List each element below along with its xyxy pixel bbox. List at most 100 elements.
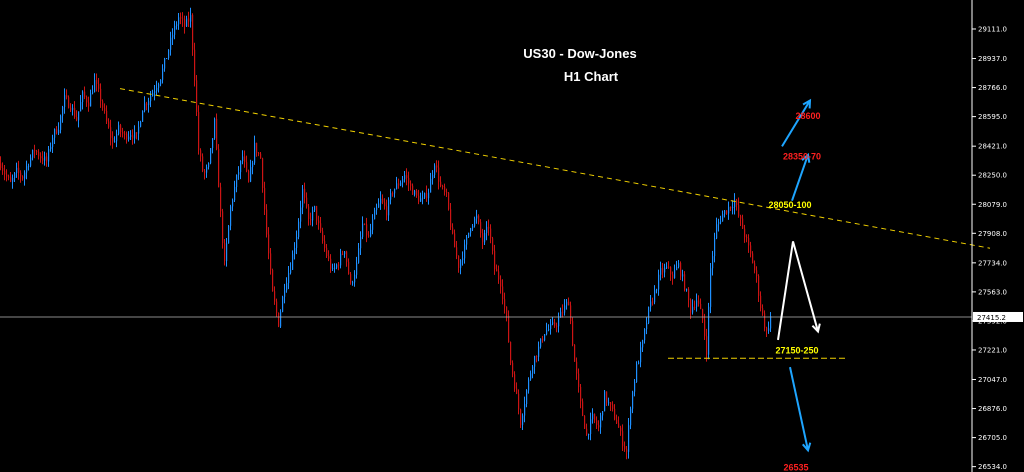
candle-body xyxy=(634,381,636,392)
upside-arrow-2 xyxy=(781,99,811,147)
candle-body xyxy=(510,342,512,363)
candle-body xyxy=(210,148,212,164)
candle-body xyxy=(2,167,4,171)
candle-body xyxy=(384,202,386,207)
candle-body xyxy=(640,347,642,363)
candle-body xyxy=(724,210,726,215)
candle-body xyxy=(506,306,508,316)
candle-body xyxy=(410,183,412,186)
candle-body xyxy=(540,338,542,347)
upside-arrow-head-2 xyxy=(802,98,812,109)
candle-body xyxy=(592,413,594,420)
candle-body xyxy=(164,58,166,69)
candle-body xyxy=(450,209,452,228)
candle-body xyxy=(20,172,22,177)
candle-body xyxy=(130,135,132,137)
candle-body xyxy=(306,197,308,207)
candle-body xyxy=(322,231,324,241)
candle-body xyxy=(674,270,676,279)
candle-body xyxy=(98,83,100,89)
candle-body xyxy=(26,166,28,173)
y-tick-label: 27221.0 xyxy=(978,346,1007,354)
candle-body xyxy=(730,206,732,208)
candle-body xyxy=(232,200,234,207)
candle-body xyxy=(182,18,184,20)
candle-body xyxy=(746,237,748,239)
candle-body xyxy=(50,146,52,150)
candle-body xyxy=(66,95,68,98)
candle-body xyxy=(10,177,12,182)
candle-body xyxy=(366,224,368,236)
candle-body xyxy=(748,238,750,246)
candle-body xyxy=(484,233,486,243)
candle-body xyxy=(504,299,506,307)
candle-body xyxy=(204,170,206,173)
candle-body xyxy=(242,156,244,162)
candle-body xyxy=(214,118,216,139)
candle-body xyxy=(124,133,126,135)
level-label-28350-70: 28350-70 xyxy=(783,152,821,162)
candle-body xyxy=(700,304,702,310)
upside-arrow-head-1 xyxy=(801,152,811,163)
candle-body xyxy=(582,401,584,416)
candle-body xyxy=(110,127,112,138)
candle-body xyxy=(76,117,78,121)
candle-body xyxy=(428,192,430,199)
candle-body xyxy=(346,251,348,262)
candle-body xyxy=(266,209,268,235)
candle-body xyxy=(440,181,442,186)
candle-body xyxy=(532,366,534,374)
candle-body xyxy=(234,187,236,201)
candle-body xyxy=(32,149,34,158)
candle-body xyxy=(770,316,772,329)
candle-body xyxy=(320,223,322,232)
candle-body xyxy=(644,329,646,341)
candle-body xyxy=(42,158,44,161)
candle-body xyxy=(236,174,238,188)
candle-body xyxy=(324,240,326,248)
candle-body xyxy=(466,237,468,245)
candle-body xyxy=(560,311,562,318)
candle-body xyxy=(356,262,358,275)
candle-body xyxy=(176,24,178,26)
candle-body xyxy=(576,361,578,374)
candle-body xyxy=(208,163,210,168)
candle-body xyxy=(474,218,476,226)
candle-body xyxy=(756,270,758,277)
candle-body xyxy=(624,446,626,450)
candle-body xyxy=(298,221,300,237)
candle-body xyxy=(708,306,710,355)
candle-body xyxy=(452,227,454,234)
candle-body xyxy=(314,206,316,211)
candle-body xyxy=(414,190,416,195)
candle-body xyxy=(60,115,62,130)
candle-body xyxy=(524,404,526,416)
candle-body xyxy=(156,87,158,92)
y-tick-label: 28766.0 xyxy=(978,84,1007,92)
candle-body xyxy=(386,206,388,216)
candle-body xyxy=(762,308,764,314)
candle-body xyxy=(766,327,768,331)
candle-body xyxy=(470,228,472,233)
candle-body xyxy=(24,172,26,179)
candle-body xyxy=(102,101,104,108)
candle-body xyxy=(528,379,530,391)
candle-body xyxy=(388,199,390,216)
candle-body xyxy=(14,172,16,179)
candle-body xyxy=(332,267,334,269)
candle-body xyxy=(426,193,428,199)
candle-body xyxy=(566,301,568,306)
candle-body xyxy=(142,110,144,122)
price-axis: 29111.0 28937.0 28766.0 28595.0 28421.0 28250… xyxy=(971,0,1023,472)
y-tick-label: 26534.0 xyxy=(978,463,1007,471)
candle-body xyxy=(360,236,362,249)
candle-body xyxy=(622,431,624,447)
candle-body xyxy=(416,190,418,196)
candle-body xyxy=(714,238,716,257)
candle-body xyxy=(632,391,634,409)
candle-body xyxy=(464,244,466,259)
candle-body xyxy=(744,228,746,238)
current-price-box xyxy=(973,311,1023,322)
candle-body xyxy=(294,247,296,254)
